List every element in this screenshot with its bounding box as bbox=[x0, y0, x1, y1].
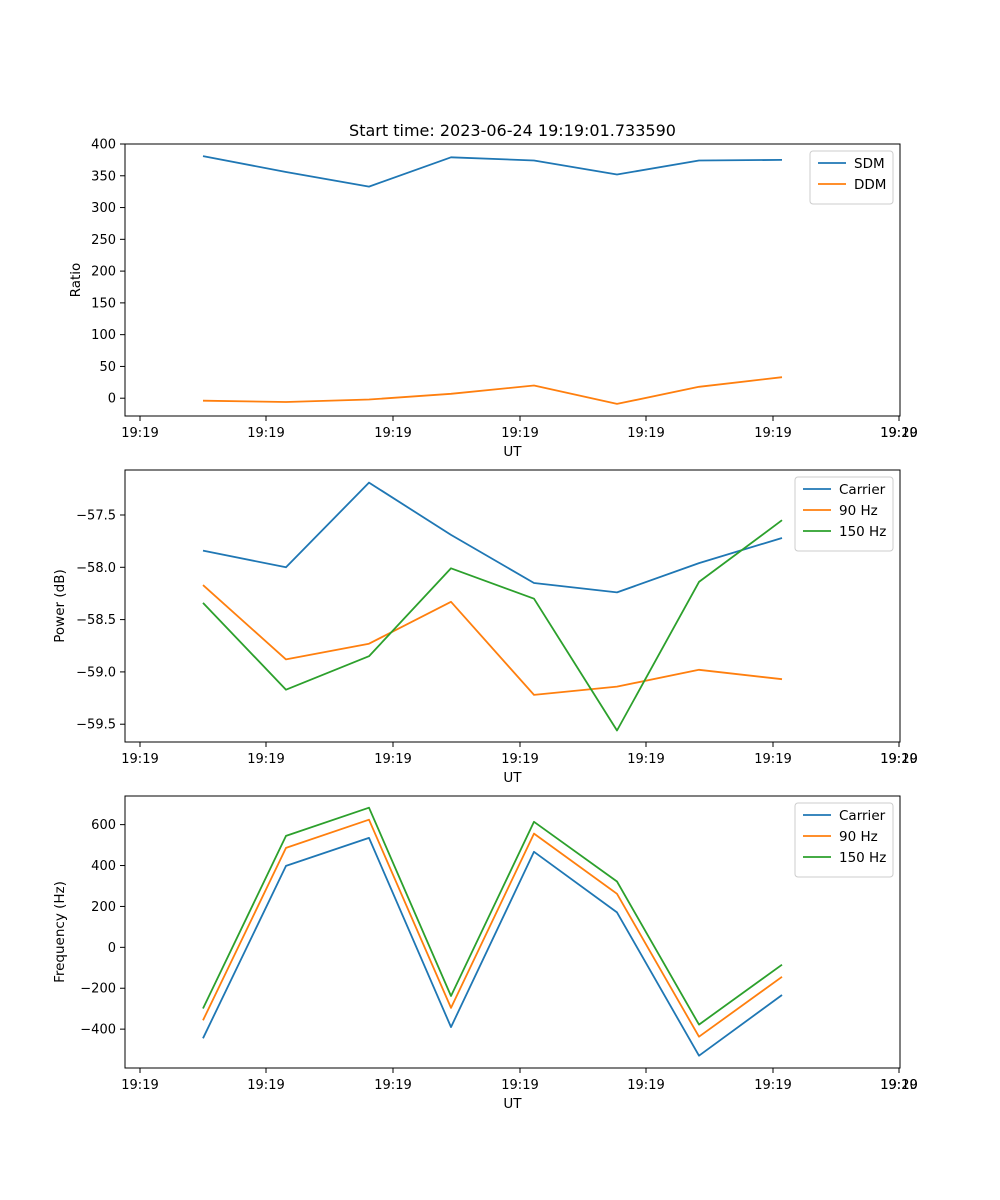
legend-label: 150 Hz bbox=[839, 850, 886, 866]
y-tick-label: −400 bbox=[80, 1023, 116, 1038]
series-line-150-hz bbox=[202, 519, 783, 732]
axes-frame bbox=[124, 469, 901, 743]
axes-frame bbox=[124, 143, 901, 417]
y-tick-label: −58.5 bbox=[76, 613, 116, 628]
x-tick-label: 19:19 bbox=[247, 1078, 284, 1093]
x-tick-label: 19:19 bbox=[627, 752, 664, 767]
y-tick-label: −59.5 bbox=[76, 718, 116, 733]
x-tick-label: 19:19 bbox=[754, 426, 791, 441]
x-tick-label: 19:20 bbox=[880, 426, 917, 441]
y-tick-label: 300 bbox=[91, 201, 116, 216]
y-tick-label: −200 bbox=[80, 982, 116, 997]
x-tick-label: 19:20 bbox=[880, 752, 917, 767]
x-tick-label: 19:19 bbox=[501, 1078, 538, 1093]
figure-title: Start time: 2023-06-24 19:19:01.733590 bbox=[349, 121, 676, 140]
x-tick-label: 19:19 bbox=[374, 1078, 411, 1093]
x-tick-label: 19:20 bbox=[880, 1078, 917, 1093]
panel-1: 19:19 19:19 19:19 19:19 19:19 19:19 19:1919:20… bbox=[68, 138, 918, 461]
x-tick-label: 19:19 bbox=[247, 426, 284, 441]
y-tick-label: 0 bbox=[108, 392, 116, 407]
legend-label: Carrier bbox=[839, 482, 886, 498]
y-tick-label: 600 bbox=[91, 818, 116, 833]
x-tick-label: 19:19 bbox=[880, 752, 917, 767]
panel-3: 19:19 19:19 19:19 19:19 19:19 19:19 19:1919:20… bbox=[52, 795, 918, 1112]
legend: SDM DDM bbox=[809, 150, 894, 205]
x-tick-label: 19:19 bbox=[627, 426, 664, 441]
series-line-sdm bbox=[202, 155, 783, 188]
legend: Carrier 90 Hz 150 Hz bbox=[794, 476, 894, 552]
panels: 19:19 19:19 19:19 19:19 19:19 19:19 19:1919:20… bbox=[52, 138, 918, 1113]
legend-box bbox=[794, 802, 894, 878]
y-tick-label: 200 bbox=[91, 265, 116, 280]
y-axis-label: Frequency (Hz) bbox=[52, 881, 68, 983]
x-tick-label: 19:19 bbox=[374, 426, 411, 441]
x-tick-label: 19:19 bbox=[247, 752, 284, 767]
axes-frame bbox=[124, 795, 901, 1069]
legend: Carrier 90 Hz 150 Hz bbox=[794, 802, 894, 878]
legend-box bbox=[794, 476, 894, 552]
series-line-90-hz bbox=[202, 818, 783, 1038]
x-tick-label: 19:19 bbox=[121, 426, 158, 441]
x-tick-label: 19:19 bbox=[754, 1078, 791, 1093]
x-tick-label: 19:19 bbox=[627, 1078, 664, 1093]
y-tick-label: −59.0 bbox=[76, 665, 116, 680]
x-tick-label: 19:19 bbox=[754, 752, 791, 767]
x-axis-label: UT bbox=[503, 444, 522, 460]
y-tick-label: −57.5 bbox=[76, 508, 116, 523]
y-tick-label: 100 bbox=[91, 328, 116, 343]
legend-box bbox=[809, 150, 894, 205]
y-tick-label: 0 bbox=[108, 941, 116, 956]
x-axis-label: UT bbox=[503, 770, 522, 786]
y-tick-label: 200 bbox=[91, 900, 116, 915]
legend-label: 90 Hz bbox=[839, 829, 878, 845]
series-line-150-hz bbox=[202, 806, 783, 1026]
series-line-ddm bbox=[202, 376, 783, 405]
x-tick-label: 19:19 bbox=[121, 752, 158, 767]
x-tick-label: 19:19 bbox=[501, 426, 538, 441]
legend-label: Carrier bbox=[839, 808, 886, 824]
legend-label: DDM bbox=[854, 177, 886, 193]
x-tick-label: 19:19 bbox=[880, 426, 917, 441]
y-axis-label: Ratio bbox=[68, 263, 84, 298]
x-tick-label: 19:19 bbox=[501, 752, 538, 767]
y-tick-label: 350 bbox=[91, 169, 116, 184]
x-tick-label: 19:19 bbox=[374, 752, 411, 767]
y-tick-label: 400 bbox=[91, 859, 116, 874]
series-line-carrier bbox=[202, 481, 783, 594]
x-tick-label: 19:19 bbox=[880, 1078, 917, 1093]
y-tick-label: 150 bbox=[91, 296, 116, 311]
series-line-carrier bbox=[202, 837, 783, 1057]
x-axis-label: UT bbox=[503, 1096, 522, 1112]
y-tick-label: 50 bbox=[99, 360, 116, 375]
legend-label: SDM bbox=[854, 156, 885, 172]
x-tick-label: 19:19 bbox=[121, 1078, 158, 1093]
y-axis-label: Power (dB) bbox=[52, 569, 68, 642]
y-tick-label: −58.0 bbox=[76, 561, 116, 576]
y-tick-label: 250 bbox=[91, 233, 116, 248]
legend-label: 90 Hz bbox=[839, 503, 878, 519]
legend-label: 150 Hz bbox=[839, 524, 886, 540]
panel-2: 19:19 19:19 19:19 19:19 19:19 19:19 19:1919:20… bbox=[52, 469, 918, 786]
series-line-90-hz bbox=[202, 584, 783, 696]
y-tick-label: 400 bbox=[91, 138, 116, 153]
